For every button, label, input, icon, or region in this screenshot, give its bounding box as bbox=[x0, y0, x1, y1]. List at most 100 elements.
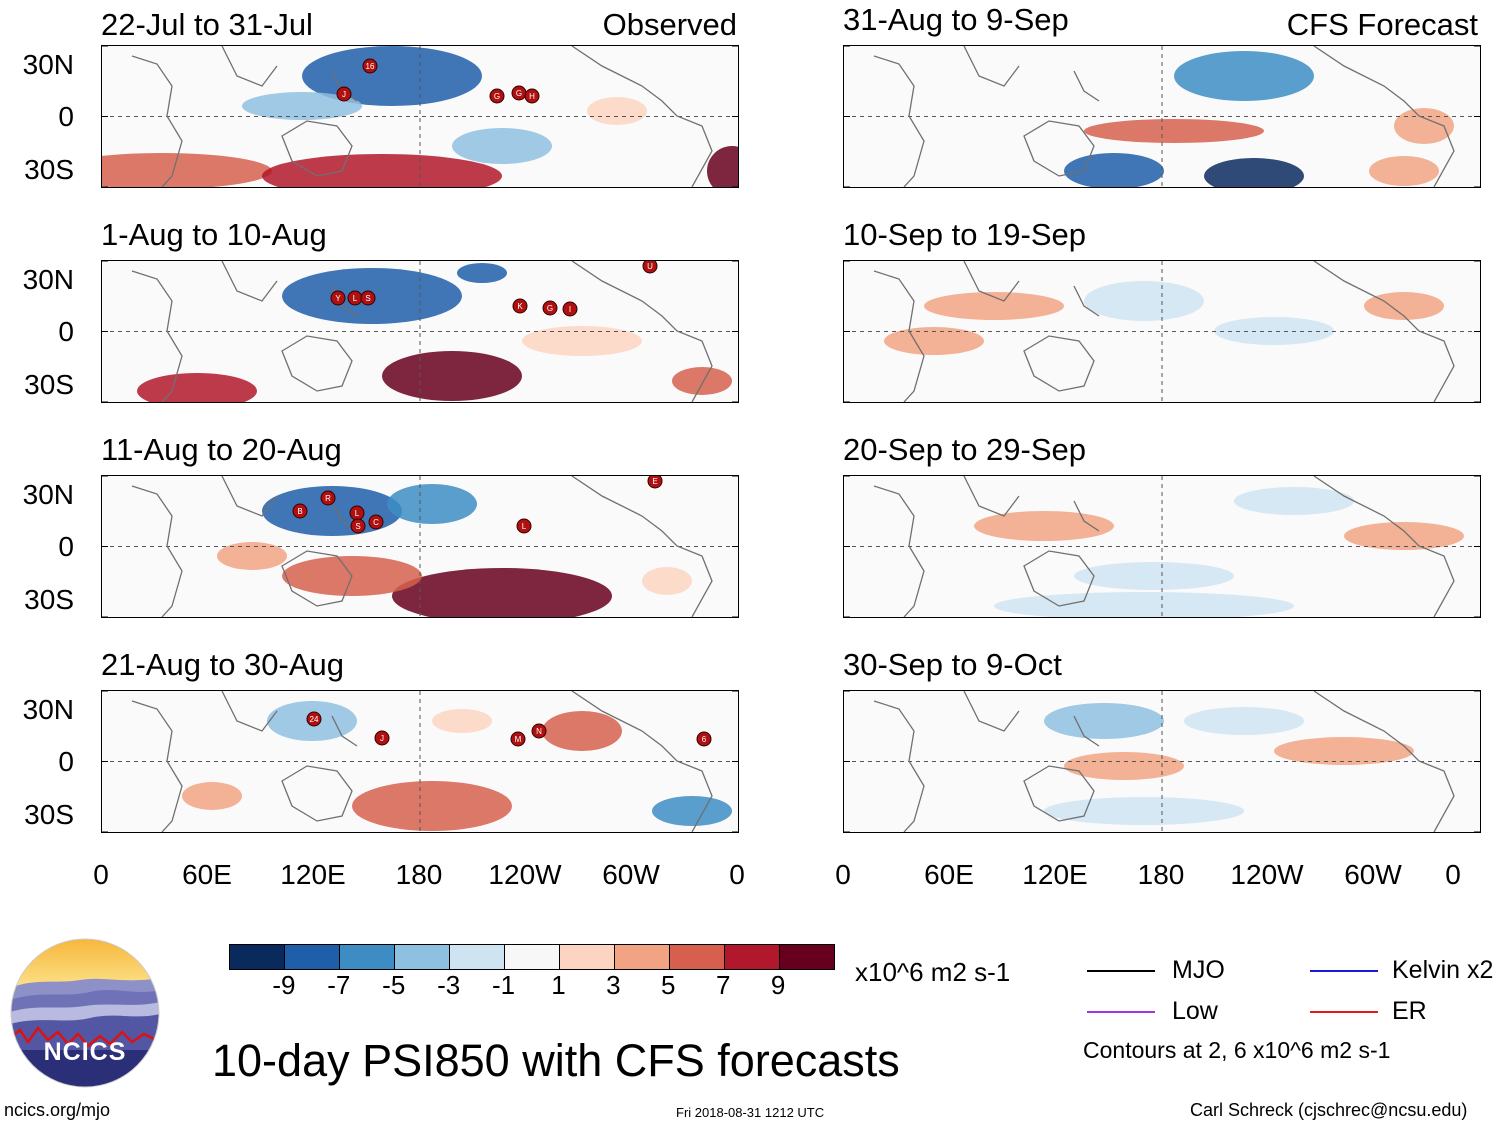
lon-label: 180 bbox=[1137, 859, 1185, 890]
colorbar-swatch bbox=[669, 945, 724, 969]
storm-marker: L bbox=[347, 290, 363, 306]
lon-label: 60W bbox=[1344, 859, 1402, 890]
storm-label: G bbox=[547, 304, 553, 313]
panel-title-obs-1: 22-Jul to 31-Jul bbox=[101, 7, 313, 42]
panel-title-obs-3: 11-Aug to 20-Aug bbox=[101, 432, 342, 467]
lat-label-30n: 30N bbox=[22, 49, 74, 80]
colorbar-level: -3 bbox=[437, 970, 461, 1000]
psi-field: RB LS C LE bbox=[102, 476, 738, 617]
coastline bbox=[571, 46, 713, 187]
coastline bbox=[1073, 70, 1100, 102]
legend-label-low: Low bbox=[1172, 997, 1218, 1025]
psi-anomaly bbox=[1174, 51, 1314, 101]
panel-title-fc-4: 30-Sep to 9-Oct bbox=[843, 647, 1062, 682]
psi-anomaly bbox=[587, 97, 647, 125]
psi-anomaly bbox=[432, 709, 492, 733]
psi-anomaly bbox=[262, 154, 502, 187]
coastline bbox=[873, 485, 925, 617]
colorbar-swatch bbox=[614, 945, 669, 969]
colorbar-units: x10^6 m2 s-1 bbox=[855, 957, 1011, 987]
storm-marker: M bbox=[510, 731, 526, 747]
psi-anomaly bbox=[137, 373, 257, 402]
ncics-logo: NCICS bbox=[10, 938, 160, 1088]
storm-label: L bbox=[353, 294, 358, 303]
lat-label-eq: 0 bbox=[58, 316, 74, 347]
psi-anomaly bbox=[1044, 703, 1164, 739]
psi-anomaly bbox=[1394, 108, 1454, 144]
coastline bbox=[963, 261, 1020, 302]
psi-field: 16J G G H bbox=[102, 46, 738, 187]
lat-label-eq: 0 bbox=[58, 101, 74, 132]
storm-marker: N bbox=[531, 723, 547, 739]
coastline bbox=[331, 715, 358, 747]
psi-anomaly bbox=[974, 511, 1114, 541]
coastline bbox=[963, 691, 1020, 732]
storm-marker: 24 bbox=[306, 711, 322, 727]
main-title: 10-day PSI850 with CFS forecasts bbox=[212, 1035, 900, 1086]
colorbar-swatch bbox=[284, 945, 339, 969]
lat-label-30n: 30N bbox=[22, 694, 74, 725]
lon-label: 60E bbox=[924, 859, 974, 890]
psi-field bbox=[844, 476, 1480, 617]
panel-title-fc-2: 10-Sep to 19-Sep bbox=[843, 217, 1087, 252]
coastline bbox=[131, 700, 183, 832]
storm-marker: S bbox=[360, 290, 376, 306]
storm-label: N bbox=[536, 727, 542, 736]
cfs-forecast-label: CFS Forecast bbox=[1286, 7, 1478, 42]
colorbar-level: -1 bbox=[491, 970, 516, 1000]
panel-title-fc-3: 20-Sep to 29-Sep bbox=[843, 432, 1087, 467]
coastline bbox=[131, 55, 183, 187]
psi-anomaly bbox=[1184, 707, 1304, 735]
lat-label-30s: 30S bbox=[24, 369, 74, 400]
psi-anomaly bbox=[387, 484, 477, 524]
lon-label: 120W bbox=[488, 859, 562, 890]
storm-marker: G bbox=[542, 300, 558, 316]
coastline bbox=[1073, 715, 1100, 747]
psi-anomaly bbox=[1084, 281, 1204, 321]
coastline bbox=[281, 550, 353, 607]
storm-marker: G bbox=[489, 88, 505, 104]
colorbar-level: -5 bbox=[382, 970, 406, 1000]
colorbar-swatch bbox=[230, 945, 284, 969]
psi-anomaly bbox=[382, 351, 522, 401]
psi-anomaly bbox=[102, 153, 272, 187]
footer-url[interactable]: ncics.org/mjo bbox=[4, 1100, 111, 1120]
contours-note: Contours at 2, 6 x10^6 m2 s-1 bbox=[1083, 1037, 1391, 1063]
coastline bbox=[131, 485, 183, 617]
psi-anomaly bbox=[1204, 158, 1304, 187]
lat-label-30n: 30N bbox=[22, 264, 74, 295]
psi-anomaly bbox=[672, 367, 732, 395]
storm-label: 24 bbox=[310, 715, 319, 724]
psi-anomaly bbox=[642, 567, 692, 595]
logo-text: NCICS bbox=[43, 1038, 127, 1066]
panel-title-fc-1: 31-Aug to 9-Sep bbox=[843, 2, 1069, 37]
footer-credit: Carl Schreck (cjschrec@ncsu.edu) bbox=[1190, 1100, 1468, 1120]
lon-label: 60E bbox=[182, 859, 232, 890]
psi-anomaly bbox=[522, 326, 642, 356]
legend-line-er bbox=[1310, 1011, 1378, 1013]
storm-marker: S bbox=[350, 518, 366, 534]
coastline bbox=[873, 55, 925, 187]
lon-label: 0 bbox=[1445, 859, 1461, 890]
psi-anomaly bbox=[452, 128, 552, 164]
psi-anomaly bbox=[994, 592, 1294, 617]
psi-field bbox=[844, 261, 1480, 402]
coastline bbox=[571, 476, 713, 617]
coastline bbox=[571, 691, 713, 832]
coastline bbox=[873, 700, 925, 832]
psi-anomaly bbox=[542, 711, 622, 751]
storm-marker: G bbox=[511, 85, 527, 101]
coastline bbox=[1073, 285, 1100, 317]
colorbar-swatch bbox=[449, 945, 504, 969]
coastline bbox=[873, 270, 925, 402]
colorbar-swatch bbox=[724, 945, 779, 969]
psi-anomaly bbox=[1064, 752, 1184, 780]
psi-anomaly bbox=[182, 782, 242, 810]
lon-label: 0 bbox=[93, 859, 109, 890]
coastline bbox=[1023, 550, 1095, 607]
panel-title-obs-4: 21-Aug to 30-Aug bbox=[101, 647, 345, 682]
psi-anomaly bbox=[1369, 156, 1439, 186]
storm-label: C bbox=[373, 518, 379, 527]
coastline bbox=[281, 335, 353, 392]
